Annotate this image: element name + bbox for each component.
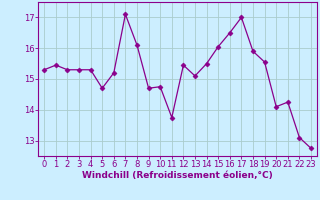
X-axis label: Windchill (Refroidissement éolien,°C): Windchill (Refroidissement éolien,°C) bbox=[82, 171, 273, 180]
